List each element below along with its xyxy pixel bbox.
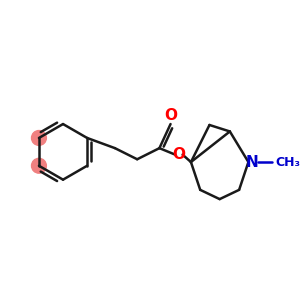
Text: O: O <box>172 147 185 162</box>
Text: N: N <box>246 154 259 169</box>
Circle shape <box>32 130 46 146</box>
Circle shape <box>32 158 46 173</box>
Text: CH₃: CH₃ <box>275 155 300 169</box>
Text: O: O <box>164 108 177 123</box>
